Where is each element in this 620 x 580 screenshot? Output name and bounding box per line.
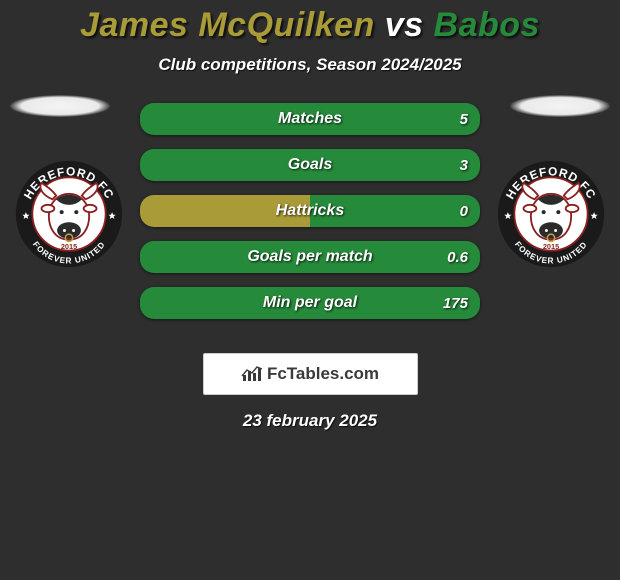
svg-text:2015: 2015 bbox=[61, 242, 77, 251]
stat-bars: Matches5 Goals3 Hattricks0 Goals per match0… bbox=[140, 103, 480, 333]
subtitle: Club competitions, Season 2024/2025 bbox=[0, 55, 620, 75]
player-a-crest: HEREFORD FCFOREVER UNITED2015 bbox=[14, 159, 124, 269]
player-b-name: Babos bbox=[434, 6, 540, 44]
stat-row: Matches5 bbox=[140, 103, 480, 135]
page-title: James McQuilken vs Babos bbox=[0, 0, 620, 45]
comparison-area: HEREFORD FCFOREVER UNITED2015 HEREFORD F… bbox=[0, 103, 620, 343]
stat-bar-right bbox=[140, 287, 480, 319]
stat-bar-right bbox=[140, 241, 480, 273]
svg-text:2015: 2015 bbox=[543, 242, 559, 251]
stat-bar-right bbox=[140, 103, 480, 135]
stat-row: Hattricks0 bbox=[140, 195, 480, 227]
branding-text: FcTables.com bbox=[267, 364, 379, 384]
stat-bar-left bbox=[140, 195, 310, 227]
stat-row: Goals3 bbox=[140, 149, 480, 181]
vs-text: vs bbox=[385, 6, 424, 44]
player-b-crest: HEREFORD FCFOREVER UNITED2015 bbox=[496, 159, 606, 269]
chart-icon bbox=[241, 365, 263, 383]
branding-badge: FcTables.com bbox=[203, 353, 418, 395]
player-b-shadow bbox=[510, 95, 610, 117]
stat-bar-right bbox=[310, 195, 480, 227]
stat-row: Min per goal175 bbox=[140, 287, 480, 319]
stat-bar-right bbox=[140, 149, 480, 181]
stat-row: Goals per match0.6 bbox=[140, 241, 480, 273]
player-a-name: James McQuilken bbox=[80, 6, 375, 44]
date-text: 23 february 2025 bbox=[0, 411, 620, 431]
player-a-shadow bbox=[10, 95, 110, 117]
